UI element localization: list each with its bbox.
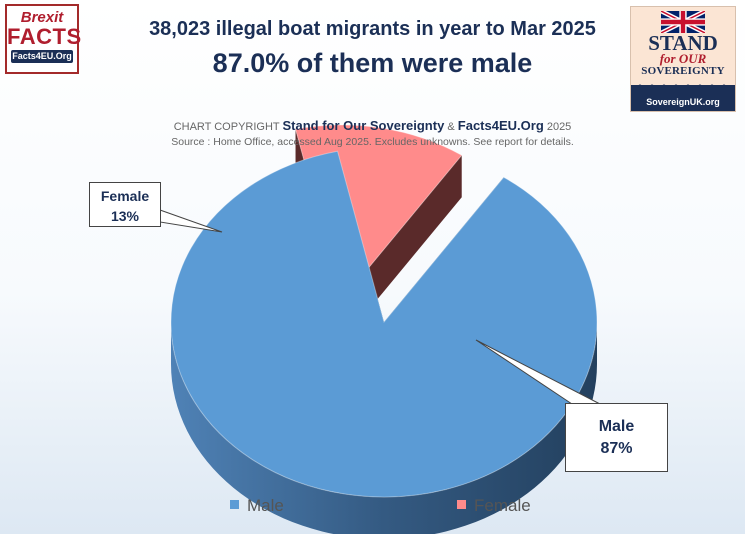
- copyright-line: CHART COPYRIGHT Stand for Our Sovereignt…: [0, 118, 745, 133]
- source-note: Source : Home Office, accessed Aug 2025.…: [171, 136, 574, 148]
- copyright-amp: &: [447, 121, 455, 133]
- logo-left-line2: FACTS: [7, 24, 82, 49]
- data-label-female-name: Female: [100, 188, 150, 204]
- copyright-year: 2025: [546, 121, 572, 133]
- legend-swatch-male: [230, 500, 239, 509]
- legend-swatch-female: [457, 500, 466, 509]
- legend-item-male: Male: [230, 496, 284, 516]
- chart-subtitle: 87.0% of them were male: [212, 48, 533, 78]
- logo-left-line1: Brexit: [20, 9, 64, 26]
- data-label-male-value: 87%: [600, 440, 633, 457]
- copyright-org2: Facts4EU.Org: [457, 118, 544, 133]
- union-flag-icon: [661, 11, 705, 33]
- brexit-facts-logo: Brexit FACTS Facts4EU.Org: [5, 4, 82, 74]
- legend-label-female: Female: [474, 496, 531, 515]
- legend-item-female: Female: [457, 496, 531, 516]
- logo-right-line1: STAND: [648, 31, 718, 55]
- logo-right-line2: for OUR: [659, 51, 707, 66]
- pie-rim-male: [171, 322, 597, 534]
- stand-for-our-sovereignty-logo: STAND for OUR SOVEREIGNTY SovereignUK.or…: [630, 6, 736, 112]
- logo-right-line4: SovereignUK.org: [631, 85, 735, 111]
- chart-title: 38,023 illegal boat migrants in year to …: [149, 18, 596, 40]
- copyright-prefix: CHART COPYRIGHT: [173, 121, 280, 133]
- data-label-male-name: Male: [598, 418, 635, 435]
- pie-slice-male: [170, 150, 598, 498]
- data-label-female-value: 13%: [110, 208, 140, 224]
- data-label-female: Female 13%: [89, 182, 161, 227]
- logo-right-line3: SOVEREIGNTY: [641, 65, 725, 77]
- copyright-org1: Stand for Our Sovereignty: [282, 118, 445, 133]
- data-label-male: Male 87%: [565, 403, 668, 472]
- legend-label-male: Male: [247, 496, 284, 515]
- logo-left-line3: Facts4EU.Org: [11, 50, 73, 63]
